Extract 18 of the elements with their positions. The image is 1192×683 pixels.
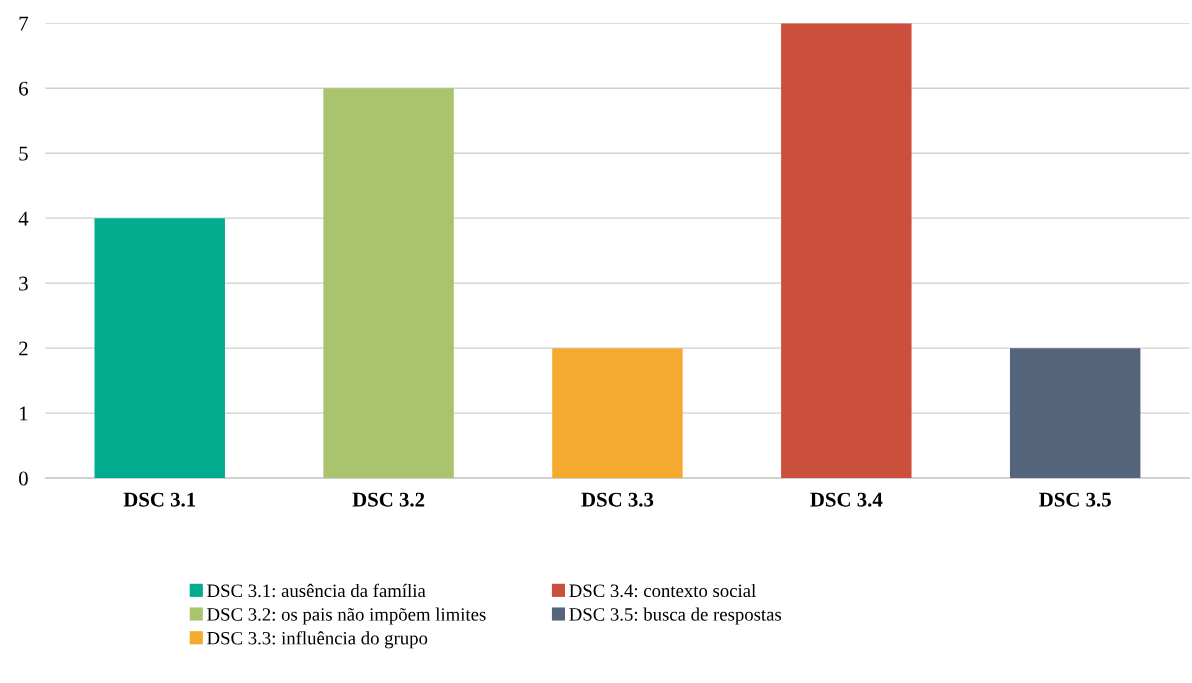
legend-label: DSC 3.5: busca de respostas [569,607,782,625]
legend-label: DSC 3.3: influência do grupo [207,631,428,649]
y-tick-label: 0 [19,471,28,486]
y-tick-label: 2 [19,341,28,356]
y-tick-label: 6 [19,81,29,96]
y-tick-label: 3 [19,276,28,291]
y-tick-label: 4 [18,211,29,226]
x-tick-label: DSC 3.1 [123,492,196,507]
legend-label: DSC 3.1: ausência da família [207,583,426,598]
legend-label: DSC 3.2: os pais não impõem limites [207,607,486,625]
x-tick-label: DSC 3.5 [1039,492,1111,507]
y-tick-label: 5 [19,146,28,161]
x-tick-label: DSC 3.3 [581,492,654,507]
x-tick-label: DSC 3.2 [352,492,425,507]
legend-label: DSC 3.4: contexto social [569,583,756,598]
x-tick-label: DSC 3.4 [810,492,883,507]
y-tick-label: 1 [20,406,28,421]
y-tick-label: 7 [19,16,29,31]
